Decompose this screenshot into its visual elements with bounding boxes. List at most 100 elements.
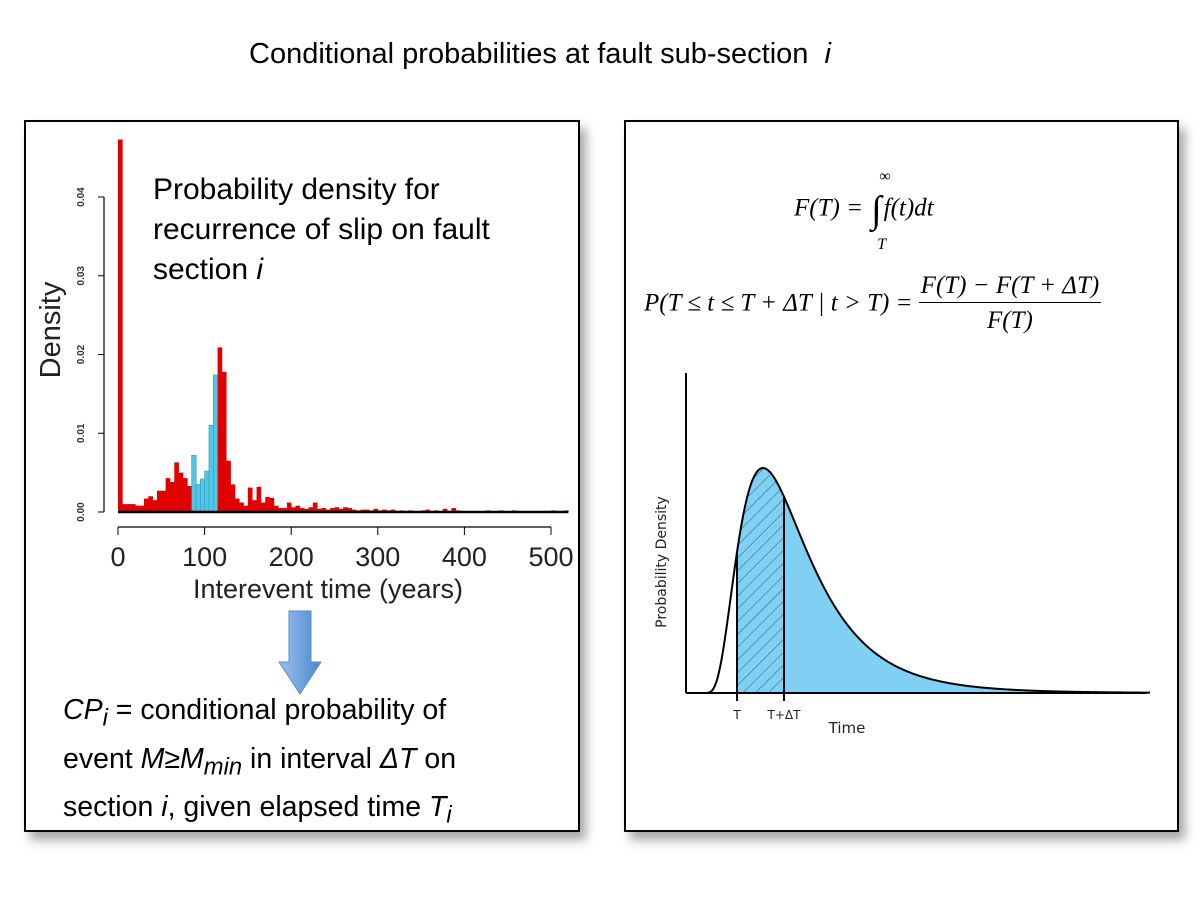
histogram-bar [156,490,162,512]
denominator: F(T) [987,307,1033,334]
histogram-bar [278,508,283,512]
histogram-bar [299,508,305,512]
definition-text: section [63,791,162,824]
x-tick-label: 100 [182,542,227,572]
histogram-bar [217,347,223,512]
y-tick-label: 0.01 [76,423,87,443]
y-tick-label: 0.02 [76,344,87,364]
numerator: F(T) − F(T + ΔT) [918,272,1102,303]
histogram-bar [226,460,231,512]
distribution-diagram: T T+ΔT Time Probability Density [654,373,1151,737]
histogram-bar [317,508,322,512]
definition-text: , given elapsed time [167,791,429,824]
histogram-chart: 0.00 0.01 0.02 0.03 0.04 Density 0 100 200 300 400… [35,139,574,604]
histogram-bar [373,508,379,512]
histogram-bar [213,374,219,513]
histogram-bar [247,487,253,512]
histogram-bar [143,498,149,512]
histogram-bar [126,504,132,512]
title-text: Conditional probabilities at fault sub-s… [249,38,809,70]
annotation-line: recurrence of slip on fault [153,213,490,246]
density-curve [700,466,1151,694]
slide-title: Conditional probabilities at fault sub-s… [0,38,1080,71]
histogram-bar [273,505,279,512]
histogram-bar [200,478,206,513]
histogram-bar [169,482,175,512]
histogram-bar [139,505,145,512]
y-axis-label: Probability Density [654,496,670,628]
histogram-bar [135,505,140,512]
histogram-bar [295,505,301,512]
histogram-panel: 0.00 0.01 0.02 0.03 0.04 Density 0 100 200 300 400… [24,120,580,832]
definition-text: = conditional probability of [107,694,447,726]
x-axis-label: Time [828,719,866,737]
histogram-bar [174,462,179,512]
tail-probability-area [737,468,1150,693]
histogram-bar [312,502,318,512]
histogram-bar [256,486,262,512]
histogram-bar [282,508,288,512]
ge-symbol: ≥ [164,742,181,775]
t-subscript: i [446,802,452,830]
title-index: i [824,38,831,70]
mmin-symbol: M [180,742,204,775]
annotation-line: Probability density for [153,173,440,206]
y-tick-label: 0.04 [76,187,87,207]
histogram-bar [308,507,314,512]
eq1-lhs: F(T) = [794,194,870,222]
histogram-bar [230,484,236,512]
y-tick-label: 0.00 [76,502,87,522]
t-symbol: T [428,791,447,824]
histogram-bar [347,508,353,512]
tick-label-T: T [732,708,741,722]
x-tick-label: 0 [110,542,125,572]
histogram-bar [260,502,266,512]
histogram-bar [243,505,249,512]
y-tick-label: 0.03 [76,266,87,286]
x-tick-label: 200 [269,542,314,572]
histogram-bar [187,486,192,512]
histogram-bar [252,500,257,512]
integral-upper: ∞ [879,168,891,185]
histogram-bar [182,478,188,512]
histogram-bar [269,497,275,512]
histogram-bar [334,507,340,512]
tick-label-T-plus-dT: T+ΔT [767,708,802,722]
histogram-bar [338,508,344,512]
conditional-probability-equation: P(T ≤ t ≤ T + ΔT | t > T) = F(T) − F(T +… [644,272,1102,335]
x-axis-label: Interevent time (years) [193,574,463,604]
definition-text: event [63,742,141,775]
histogram-bar [178,472,184,512]
definition-text: in interval [242,742,380,775]
eq2-lhs: P(T ≤ t ≤ T + ΔT | t > T) = [644,289,919,317]
histogram-bar [118,139,123,512]
histogram-bar [152,500,158,512]
histogram-bar [286,502,292,512]
histogram-bar [148,496,153,512]
histogram-annotation: Probability density for recurrence of sl… [153,170,553,290]
x-tick-label: 400 [442,542,487,572]
histogram-bar [343,507,348,512]
definition-text: on [416,742,457,775]
integral-symbol: ∫ ∞ T [871,168,890,253]
histogram-bar [321,508,327,512]
conditional-probability-definition: CP i = conditional probability of event M… [63,690,573,836]
annotation-index: i [256,253,264,286]
histogram-bar [130,504,136,512]
cp-symbol: CP [63,694,103,726]
histogram-bar [239,502,244,512]
interval-probability-area [737,468,784,693]
fraction: F(T) − F(T + ΔT) F(T) [918,272,1102,335]
m-symbol: M [140,742,165,775]
histogram-bar [330,508,335,512]
histogram-bar [208,425,214,513]
histogram-bar [265,497,270,512]
histogram-bar [291,507,296,512]
histogram-bar [191,455,197,513]
x-tick-label: 300 [355,542,400,572]
histogram-bar [304,508,309,512]
eq1-rhs: f(t)dt [883,194,934,222]
mmin-subscript: min [203,753,243,781]
